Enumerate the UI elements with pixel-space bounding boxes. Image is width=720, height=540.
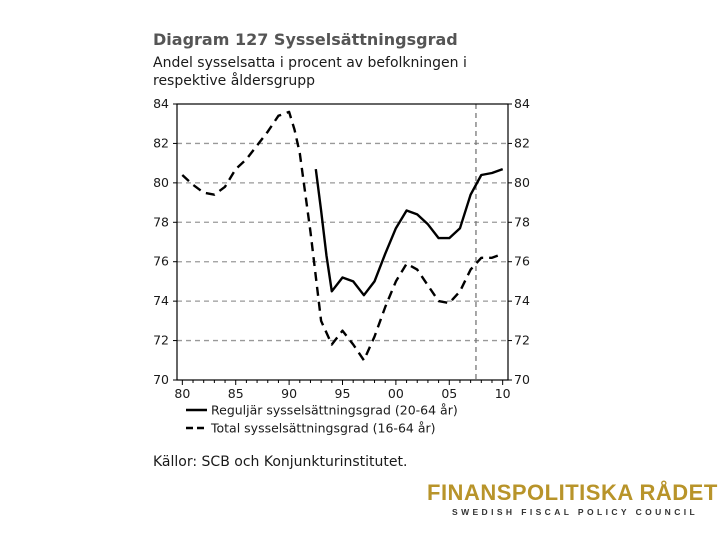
chart-subtitle: Andel sysselsatta i procent av befolknin… (153, 55, 467, 89)
x-tick-label: 05 (441, 386, 457, 401)
y-tick-label-right: 80 (514, 175, 530, 190)
x-tick-label: 85 (228, 386, 244, 401)
y-tick-label-right: 70 (514, 372, 530, 387)
council-logo-tagline: SWEDISH FISCAL POLICY COUNCIL (452, 507, 699, 517)
plot-frame (176, 103, 509, 381)
x-tick-label: 90 (281, 386, 297, 401)
y-tick-label-right: 74 (514, 293, 530, 308)
y-tick-label-right: 78 (514, 214, 530, 229)
y-tick-label-left: 72 (153, 333, 169, 348)
chart-title: Diagram 127 Sysselsättningsgrad (153, 30, 458, 49)
y-tick-label-right: 84 (514, 96, 530, 111)
y-tick-label-left: 82 (153, 135, 169, 150)
y-tick-label-left: 78 (153, 214, 169, 229)
x-tick-label: 95 (335, 386, 351, 401)
y-tick-label-right: 72 (514, 333, 530, 348)
legend-label-regular: Reguljär sysselsättningsgrad (20-64 år) (211, 403, 458, 418)
y-tick-label-left: 74 (153, 293, 169, 308)
y-tick-label-left: 84 (153, 96, 169, 111)
y-tick-label-left: 80 (153, 175, 169, 190)
source-note: Källor: SCB och Konjunkturinstitutet. (153, 454, 408, 470)
y-tick-label-left: 70 (153, 372, 169, 387)
x-tick-label: 00 (388, 386, 404, 401)
council-logo: FINANSPOLITISKA RÅDET (427, 480, 718, 505)
legend-label-total: Total sysselsättningsgrad (16-64 år) (210, 421, 436, 436)
y-tick-label-left: 76 (153, 254, 169, 269)
series-line-total (181, 110, 504, 362)
y-tick-label-right: 76 (514, 254, 530, 269)
x-tick-label: 10 (495, 386, 511, 401)
x-tick-label: 80 (174, 386, 190, 401)
series-line-regular (314, 167, 504, 297)
y-tick-label-right: 82 (514, 135, 530, 150)
